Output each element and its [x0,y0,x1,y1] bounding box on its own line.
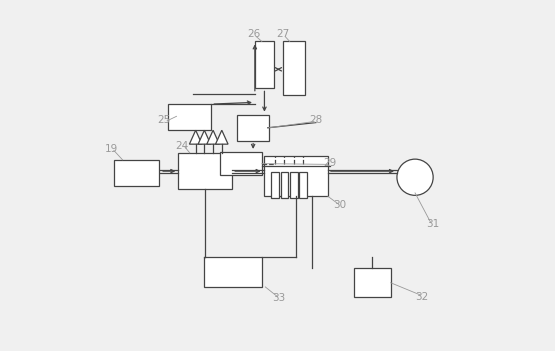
Bar [114,160,159,186]
Bar [238,114,269,141]
Circle shape [397,159,433,196]
Text: 24: 24 [175,141,188,151]
Bar [271,172,279,198]
Polygon shape [198,130,211,144]
Bar [281,172,288,198]
Text: 30: 30 [334,200,347,210]
Bar [282,41,305,95]
Text: 32: 32 [415,292,428,302]
Text: 27: 27 [276,29,289,39]
Bar [168,104,211,130]
Polygon shape [215,130,228,144]
Text: 25: 25 [158,115,171,125]
Bar [178,153,232,190]
Polygon shape [207,130,219,144]
Bar [264,156,328,197]
Bar [354,268,391,297]
Text: 31: 31 [426,219,439,229]
Bar [204,257,262,287]
Bar [255,41,274,88]
Bar [290,172,298,198]
Text: 19: 19 [105,144,118,154]
Text: 26: 26 [247,29,260,39]
Text: 29: 29 [323,158,336,168]
Bar [300,172,307,198]
Text: 28: 28 [309,115,322,125]
Bar [220,152,262,176]
Text: 33: 33 [273,293,286,303]
Polygon shape [189,130,202,144]
